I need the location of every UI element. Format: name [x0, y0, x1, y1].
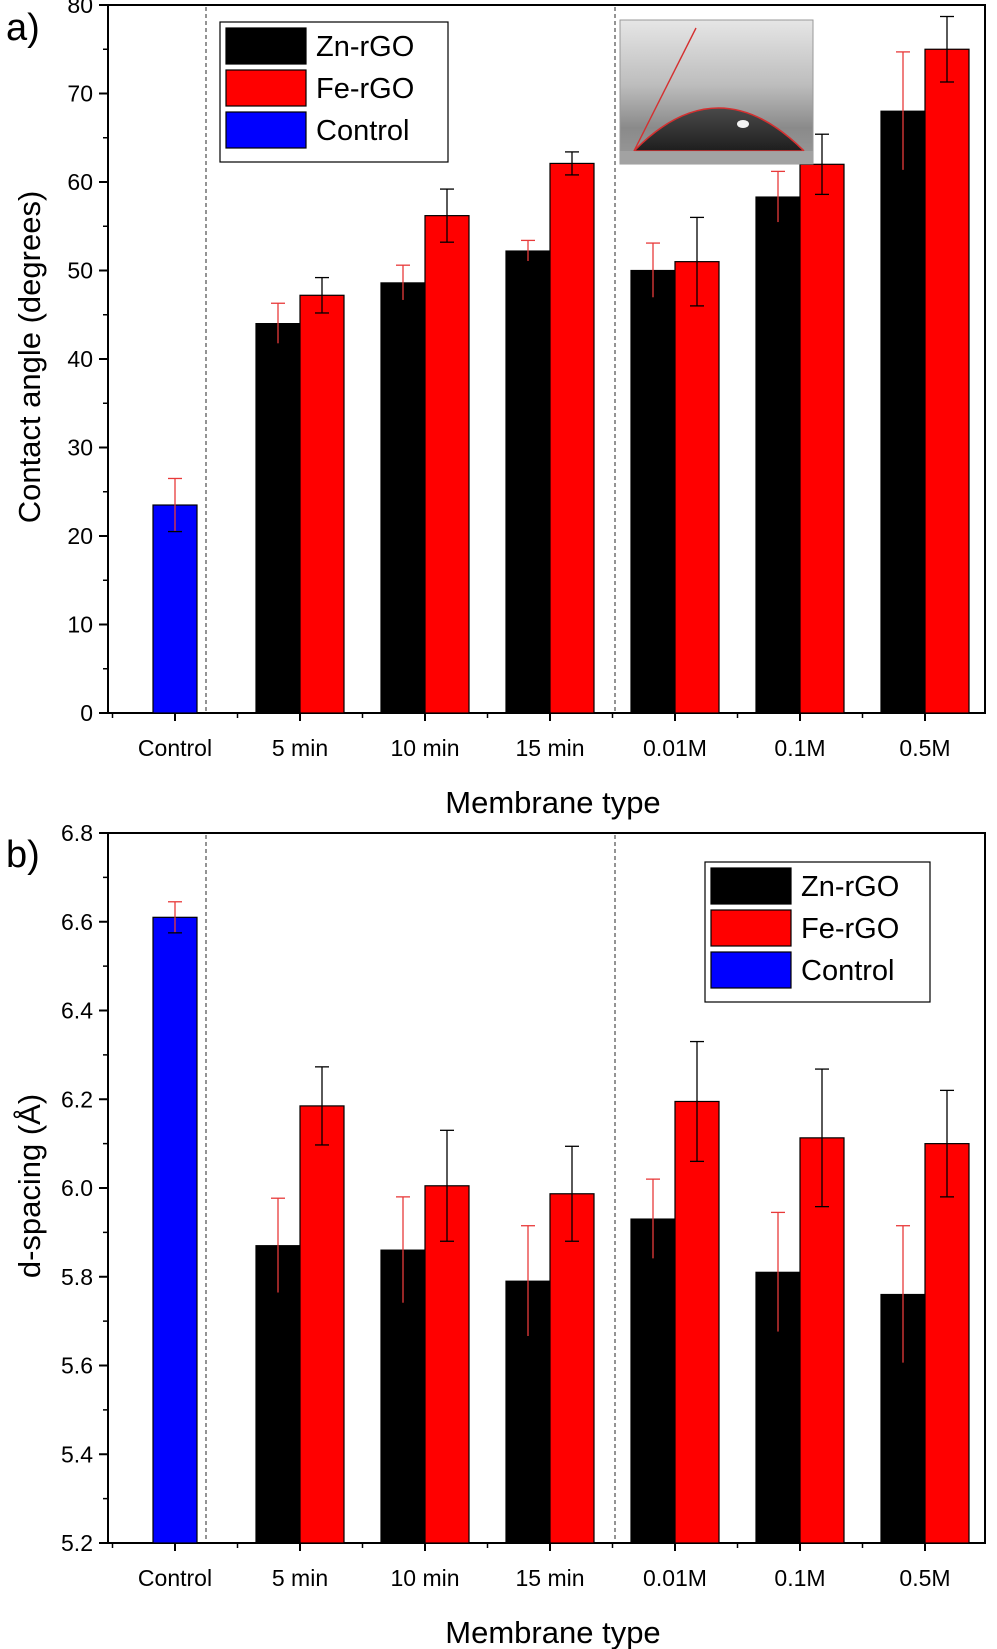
- x-tick-label: 0.5M: [899, 1565, 950, 1591]
- legend-label-fe-rgo: Fe-rGO: [801, 913, 899, 945]
- y-tick-label: 6.6: [61, 909, 93, 935]
- x-tick-label: 5 min: [272, 1565, 328, 1591]
- bar-fe-rgo-5min: [299, 1105, 345, 1544]
- legend-label-control: Control: [801, 955, 895, 987]
- bar-zn-rgo-0.01m: [630, 269, 676, 714]
- x-tick-label: Control: [138, 1565, 212, 1591]
- panel-a-legend: Zn-rGO Fe-rGO Control: [219, 21, 449, 163]
- bar-fe-rgo-5min: [299, 294, 345, 714]
- bar-fe-rgo-0.01m: [674, 1100, 720, 1544]
- bar-zn-rgo-0.5m: [880, 110, 926, 714]
- bar-zn-rgo-5min: [255, 1245, 301, 1544]
- panel-a: a) 0 10 20 30 40 50 60 70 80 Control 5 min 10 min 15…: [6, 0, 986, 820]
- bar-control-control: [152, 916, 198, 1544]
- legend-swatch-fe-rgo: [225, 69, 307, 107]
- bar-zn-rgo-0.01m: [630, 1218, 676, 1544]
- x-tick-label: Control: [138, 735, 212, 761]
- bar-zn-rgo-5min: [255, 323, 301, 714]
- bar-fe-rgo-10min: [424, 1185, 470, 1544]
- y-tick-label: 5.2: [61, 1530, 93, 1556]
- y-tick-label: 6.8: [61, 820, 93, 846]
- x-tick-label: 0.01M: [643, 735, 707, 761]
- y-tick-label: 70: [67, 81, 93, 107]
- bar-zn-rgo-15min: [505, 250, 551, 714]
- y-tick-label: 50: [67, 258, 93, 284]
- legend-swatch-control: [710, 951, 792, 989]
- x-tick-label: 5 min: [272, 735, 328, 761]
- y-tick-label: 6.0: [61, 1175, 93, 1201]
- y-tick-label: 60: [67, 169, 93, 195]
- panel-a-xlabel: Membrane type: [445, 785, 660, 820]
- y-tick-label: 10: [67, 612, 93, 638]
- bar-control-control: [152, 504, 198, 714]
- bar-fe-rgo-0.5m: [924, 1143, 970, 1544]
- legend-swatch-zn-rgo: [710, 867, 792, 905]
- legend-label-zn-rgo: Zn-rGO: [801, 871, 899, 903]
- x-tick-label: 0.01M: [643, 1565, 707, 1591]
- x-tick-label: 10 min: [390, 1565, 459, 1591]
- droplet-inset-image: [619, 19, 814, 165]
- y-tick-label: 30: [67, 435, 93, 461]
- y-tick-label: 80: [67, 0, 93, 18]
- panel-a-plot: 0 10 20 30 40 50 60 70 80 Control 5 min 10 min 15 mi…: [67, 0, 986, 761]
- panel-a-ylabel: Contact angle (degrees): [12, 191, 47, 524]
- y-tick-label: 6.2: [61, 1086, 93, 1112]
- bar-fe-rgo-0.1m: [799, 163, 845, 714]
- y-tick-label: 20: [67, 523, 93, 549]
- legend-swatch-control: [225, 111, 307, 149]
- legend-label-fe-rgo: Fe-rGO: [316, 73, 414, 105]
- bar-zn-rgo-10min: [380, 282, 426, 714]
- bar-zn-rgo-0.1m: [755, 196, 801, 714]
- y-tick-label: 0: [80, 700, 93, 726]
- x-tick-label: 0.1M: [774, 1565, 825, 1591]
- y-tick-label: 5.4: [61, 1441, 93, 1467]
- y-tick-label: 6.4: [61, 998, 93, 1024]
- bar-fe-rgo-0.5m: [924, 48, 970, 714]
- bar-fe-rgo-15min: [549, 162, 595, 714]
- legend-swatch-fe-rgo: [710, 909, 792, 947]
- bar-fe-rgo-10min: [424, 215, 470, 714]
- panel-b-ylabel: d-spacing (Å): [12, 1094, 47, 1278]
- panel-b-plot: 5.2 5.4 5.6 5.8 6.0 6.2 6.4 6.6 6.8 Control 5 min 1…: [61, 820, 986, 1591]
- legend-swatch-zn-rgo: [225, 27, 307, 65]
- x-tick-label: 0.5M: [899, 735, 950, 761]
- y-tick-label: 5.8: [61, 1264, 93, 1290]
- panel-b-label: b): [6, 834, 40, 876]
- y-tick-label: 5.6: [61, 1353, 93, 1379]
- x-tick-label: 10 min: [390, 735, 459, 761]
- legend-label-zn-rgo: Zn-rGO: [316, 31, 414, 63]
- panel-b-xlabel: Membrane type: [445, 1615, 660, 1649]
- y-tick-label: 40: [67, 346, 93, 372]
- x-tick-label: 15 min: [515, 1565, 584, 1591]
- x-tick-label: 0.1M: [774, 735, 825, 761]
- legend-label-control: Control: [316, 115, 410, 147]
- panel-a-label: a): [6, 7, 40, 49]
- panel-b: b) 5.2 5.4 5.6 5.8 6.0 6.2 6.4 6.6 6.8 Control 5 m…: [6, 820, 986, 1649]
- x-tick-label: 15 min: [515, 735, 584, 761]
- bar-fe-rgo-0.01m: [674, 261, 720, 714]
- bar-fe-rgo-15min: [549, 1193, 595, 1544]
- panel-b-legend: Zn-rGO Fe-rGO Control: [704, 861, 931, 1003]
